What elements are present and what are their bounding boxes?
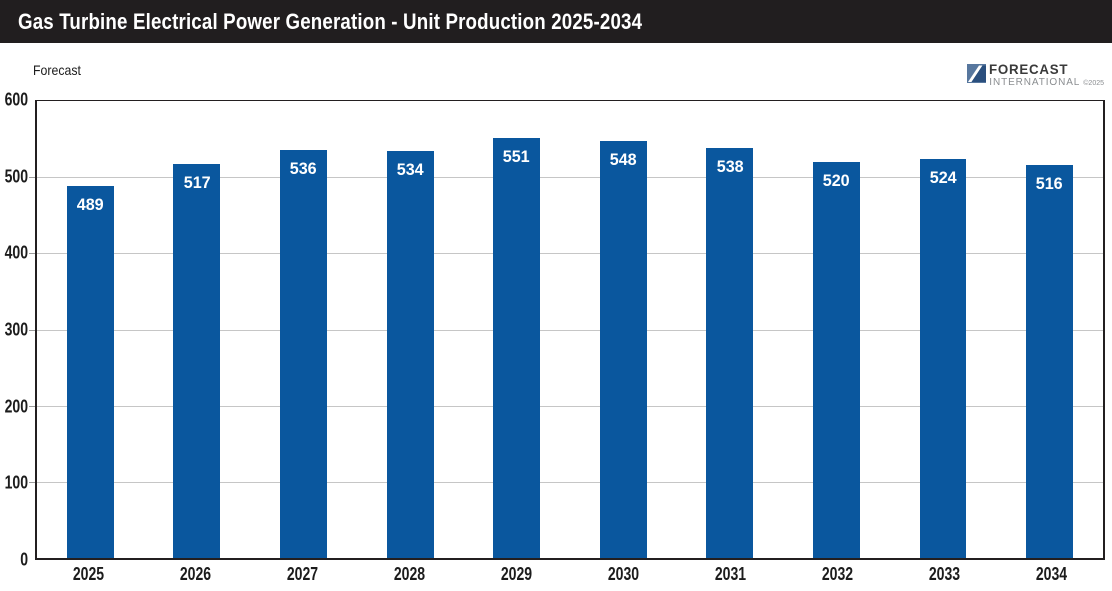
bar-slot-2031: 538 (677, 101, 784, 558)
bar-slot-2025: 489 (37, 101, 144, 558)
y-tick-400 (29, 253, 35, 255)
y-tick-500 (29, 177, 35, 179)
bar-value-label-2025: 489 (76, 194, 104, 214)
forecast-subtitle: Forecast (33, 62, 81, 78)
chart-title: Gas Turbine Electrical Power Generation … (18, 8, 643, 34)
gridline-500 (37, 177, 1103, 179)
bar-slot-2026: 517 (144, 101, 251, 558)
bar-2032: 520 (813, 161, 860, 558)
bar-slot-2028: 534 (357, 101, 464, 558)
bar-2029: 551 (493, 138, 541, 558)
y-axis-label-200: 200 (4, 396, 28, 417)
bar-value-label-2028: 534 (396, 160, 424, 180)
bar-2025: 489 (66, 185, 114, 558)
y-tick-200 (29, 405, 35, 407)
bar-value-label-2033: 524 (929, 167, 957, 187)
bar-value-label-2034: 516 (1036, 173, 1064, 193)
bar-series: 489 517 536 534 551 548 538 520 524 516 (37, 101, 1103, 558)
bar-2031: 538 (706, 148, 754, 558)
x-axis-label-2027: 2027 (286, 564, 319, 584)
bar-2027: 536 (280, 149, 327, 558)
bar-2034: 516 (1026, 164, 1074, 558)
bar-2033: 524 (919, 158, 967, 558)
x-axis-label-2026: 2026 (179, 564, 212, 584)
bar-slot-2030: 548 (570, 101, 677, 558)
x-axis-label-2030: 2030 (607, 564, 640, 584)
y-axis-label-500: 500 (4, 166, 28, 187)
logo-text: FORECAST INTERNATIONAL ©2025 (989, 62, 1104, 88)
bar-slot-2027: 536 (250, 101, 357, 558)
bar-slot-2033: 524 (890, 101, 997, 558)
x-axis-label-2029: 2029 (500, 564, 533, 584)
x-axis-label-2025: 2025 (72, 564, 105, 584)
forecast-international-logo-icon (967, 64, 987, 83)
y-axis-label-600: 600 (4, 89, 28, 110)
bar-slot-2034: 516 (996, 101, 1103, 558)
y-tick-100 (29, 481, 35, 483)
x-axis-label-2033: 2033 (928, 564, 961, 584)
bar-2028: 534 (386, 151, 434, 558)
gridline-200 (37, 405, 1103, 407)
logo-line2: INTERNATIONAL (989, 77, 1081, 88)
logo-copyright: ©2025 (1083, 80, 1104, 87)
x-axis-label-2031: 2031 (714, 564, 747, 584)
gridline-300 (37, 329, 1103, 331)
x-axis-label-2032: 2032 (821, 564, 854, 584)
x-axis-labels: 2025 2026 2027 2028 2029 2030 2031 2032 2033 2034 (35, 564, 1105, 585)
y-axis-label-400: 400 (4, 242, 28, 263)
y-axis-label-300: 300 (4, 319, 28, 340)
y-axis-labels: 0 100 200 300 400 500 600 (0, 90, 28, 570)
bar-slot-2029: 551 (463, 101, 570, 558)
x-axis-label-2034: 2034 (1035, 564, 1068, 584)
title-bar: Gas Turbine Electrical Power Generation … (0, 0, 1112, 43)
bar-value-label-2030: 548 (609, 149, 637, 169)
bar-value-label-2029: 551 (503, 147, 531, 167)
gridline-400 (37, 253, 1103, 255)
y-axis-label-100: 100 (4, 472, 28, 493)
bar-value-label-2031: 538 (716, 157, 744, 177)
bar-value-label-2027: 536 (289, 158, 317, 178)
bar-2026: 517 (173, 164, 221, 558)
y-axis-label-0: 0 (20, 549, 28, 570)
bar-value-label-2026: 517 (183, 173, 211, 193)
bar-slot-2032: 520 (783, 101, 890, 558)
bar-2030: 548 (599, 140, 647, 558)
gridline-100 (37, 481, 1103, 483)
logo-line1: FORECAST (989, 61, 1069, 77)
plot-area: 489 517 536 534 551 548 538 520 524 516 (29, 100, 1105, 560)
y-tick-300 (29, 329, 35, 331)
bar-value-label-2032: 520 (822, 170, 850, 190)
forecast-international-logo: FORECAST INTERNATIONAL ©2025 (967, 62, 1104, 88)
x-axis-label-2028: 2028 (393, 564, 426, 584)
